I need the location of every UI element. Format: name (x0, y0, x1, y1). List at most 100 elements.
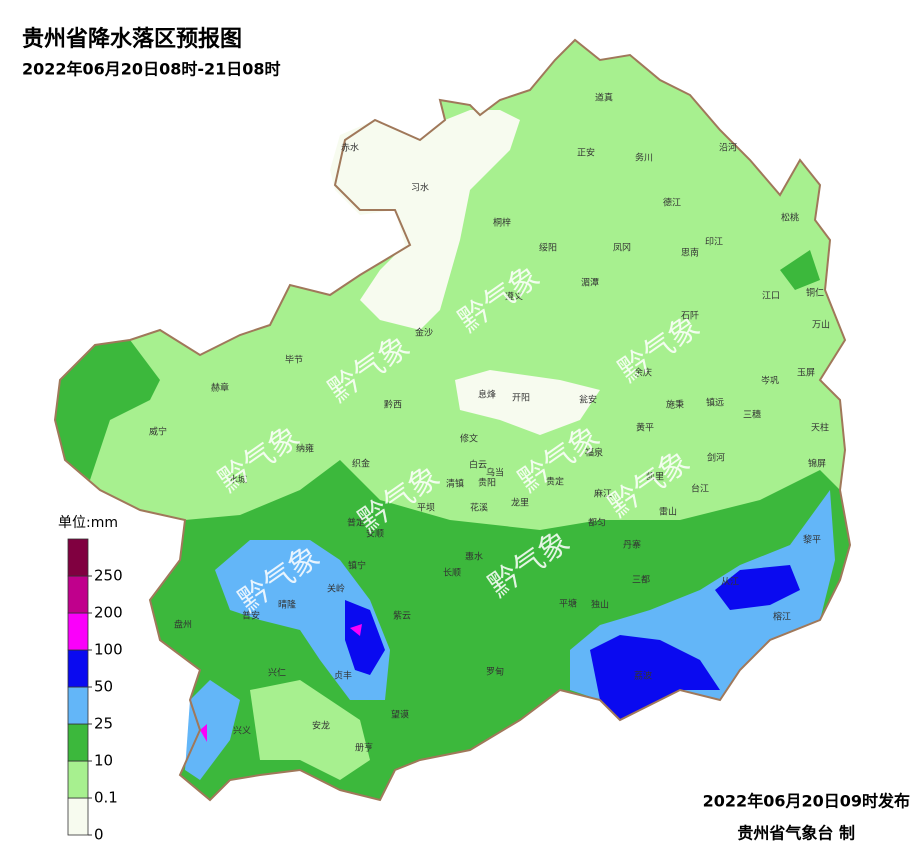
place-label: 岑巩 (761, 375, 779, 387)
place-label: 赤水 (341, 142, 359, 154)
rain-area (345, 600, 385, 675)
rain-area (715, 565, 800, 610)
place-label: 黎平 (803, 534, 821, 546)
place-label: 普定 (347, 517, 365, 529)
place-label: 赫章 (211, 382, 229, 394)
legend-label: 250 (94, 567, 123, 585)
place-label: 绥阳 (539, 243, 557, 254)
legend-label: 0.1 (94, 789, 118, 807)
place-label: 剑河 (707, 452, 725, 464)
map (53, 38, 852, 802)
place-label: 丹寨 (623, 539, 641, 551)
place-label: 毕节 (285, 354, 303, 366)
place-label: 息烽 (478, 389, 496, 401)
place-label: 江口 (762, 291, 780, 302)
place-label: 石阡 (681, 311, 699, 322)
province-border (53, 38, 852, 802)
place-label: 榕江 (773, 611, 791, 623)
place-label: 册亨 (355, 742, 373, 754)
rain-area (185, 680, 240, 780)
rain-area (55, 340, 160, 480)
place-label: 清镇 (446, 478, 464, 490)
place-label: 思南 (681, 247, 699, 259)
place-label: 镇宁 (348, 560, 366, 572)
place-label: 凤冈 (613, 243, 631, 254)
place-label: 平塘 (559, 598, 577, 610)
issue-time: 2022年06月20日09时发布 (703, 792, 910, 811)
place-label: 威宁 (149, 426, 167, 438)
place-label: 湄潭 (581, 278, 599, 289)
place-label: 正安 (577, 147, 595, 159)
place-label: 镇远 (706, 397, 724, 409)
legend-swatch (67, 723, 89, 762)
place-label: 关岭 (327, 583, 345, 595)
place-label: 荔波 (634, 670, 652, 682)
place-label: 雷山 (659, 507, 677, 518)
place-label: 道真 (595, 92, 613, 104)
place-label: 遵义 (505, 291, 523, 303)
agency: 贵州省气象台 制 (737, 824, 855, 843)
place-label: 黔西 (384, 399, 402, 411)
place-label: 纳雍 (296, 443, 314, 455)
place-label: 龙里 (511, 497, 529, 509)
place-label: 施秉 (666, 399, 684, 411)
place-label: 天柱 (811, 422, 829, 434)
place-label: 金沙 (415, 327, 433, 339)
place-label: 安龙 (312, 720, 330, 732)
legend-label: 200 (94, 604, 123, 622)
subtitle: 2022年06月20日08时-21日08时 (22, 60, 281, 79)
place-label: 万山 (812, 320, 830, 331)
place-label: 铜仁 (806, 287, 824, 299)
legend-label: 100 (94, 641, 123, 659)
place-label: 紫云 (393, 611, 411, 622)
legend: 单位:mm 0 0.1 10 25 50 100 200 250 (58, 515, 123, 844)
legend-unit: 单位:mm (58, 515, 118, 531)
place-label: 三穗 (743, 409, 761, 421)
legend-label: 0 (94, 826, 104, 844)
place-label: 长顺 (443, 567, 461, 579)
place-label: 印江 (705, 236, 723, 248)
place-label: 罗甸 (486, 666, 504, 678)
place-label: 安顺 (366, 528, 384, 540)
place-label: 普安 (242, 610, 260, 622)
place-label: 惠水 (465, 551, 483, 563)
place-label: 织金 (352, 458, 370, 470)
place-label: 玉屏 (797, 368, 815, 379)
place-label: 贵阳 (478, 477, 496, 489)
place-label: 福泉 (585, 447, 603, 459)
legend-swatch (67, 760, 89, 799)
legend-swatch (67, 686, 89, 725)
legend-label: 10 (94, 752, 113, 770)
place-label: 台江 (691, 483, 709, 495)
place-label: 桐梓 (493, 217, 511, 229)
place-label: 贵定 (546, 476, 564, 488)
place-label: 花溪 (470, 502, 488, 514)
place-label: 锦屏 (808, 458, 826, 470)
place-label: 平坝 (417, 503, 435, 514)
place-label: 余庆 (634, 367, 652, 379)
place-label: 德江 (663, 197, 681, 209)
place-label: 瓮安 (579, 394, 597, 406)
legend-swatch (67, 649, 89, 688)
place-label: 务川 (635, 152, 653, 164)
place-label: 兴义 (233, 726, 251, 737)
place-label: 望谟 (391, 709, 409, 721)
place-label: 从江 (721, 577, 739, 588)
place-label: 水城 (229, 474, 247, 486)
rain-area (455, 370, 600, 435)
place-label: 凯里 (646, 471, 664, 483)
place-label: 贞丰 (334, 670, 352, 682)
place-label: 麻江 (594, 488, 612, 500)
legend-label: 50 (94, 678, 113, 696)
place-label: 乌当 (486, 467, 504, 479)
rain-area (350, 624, 362, 636)
place-label: 习水 (411, 182, 429, 194)
place-label: 修文 (460, 433, 478, 445)
place-label: 沿河 (719, 142, 737, 154)
legend-swatch (67, 612, 89, 651)
legend-swatch (67, 575, 89, 614)
place-label: 独山 (591, 599, 609, 611)
rain-area (330, 110, 520, 330)
